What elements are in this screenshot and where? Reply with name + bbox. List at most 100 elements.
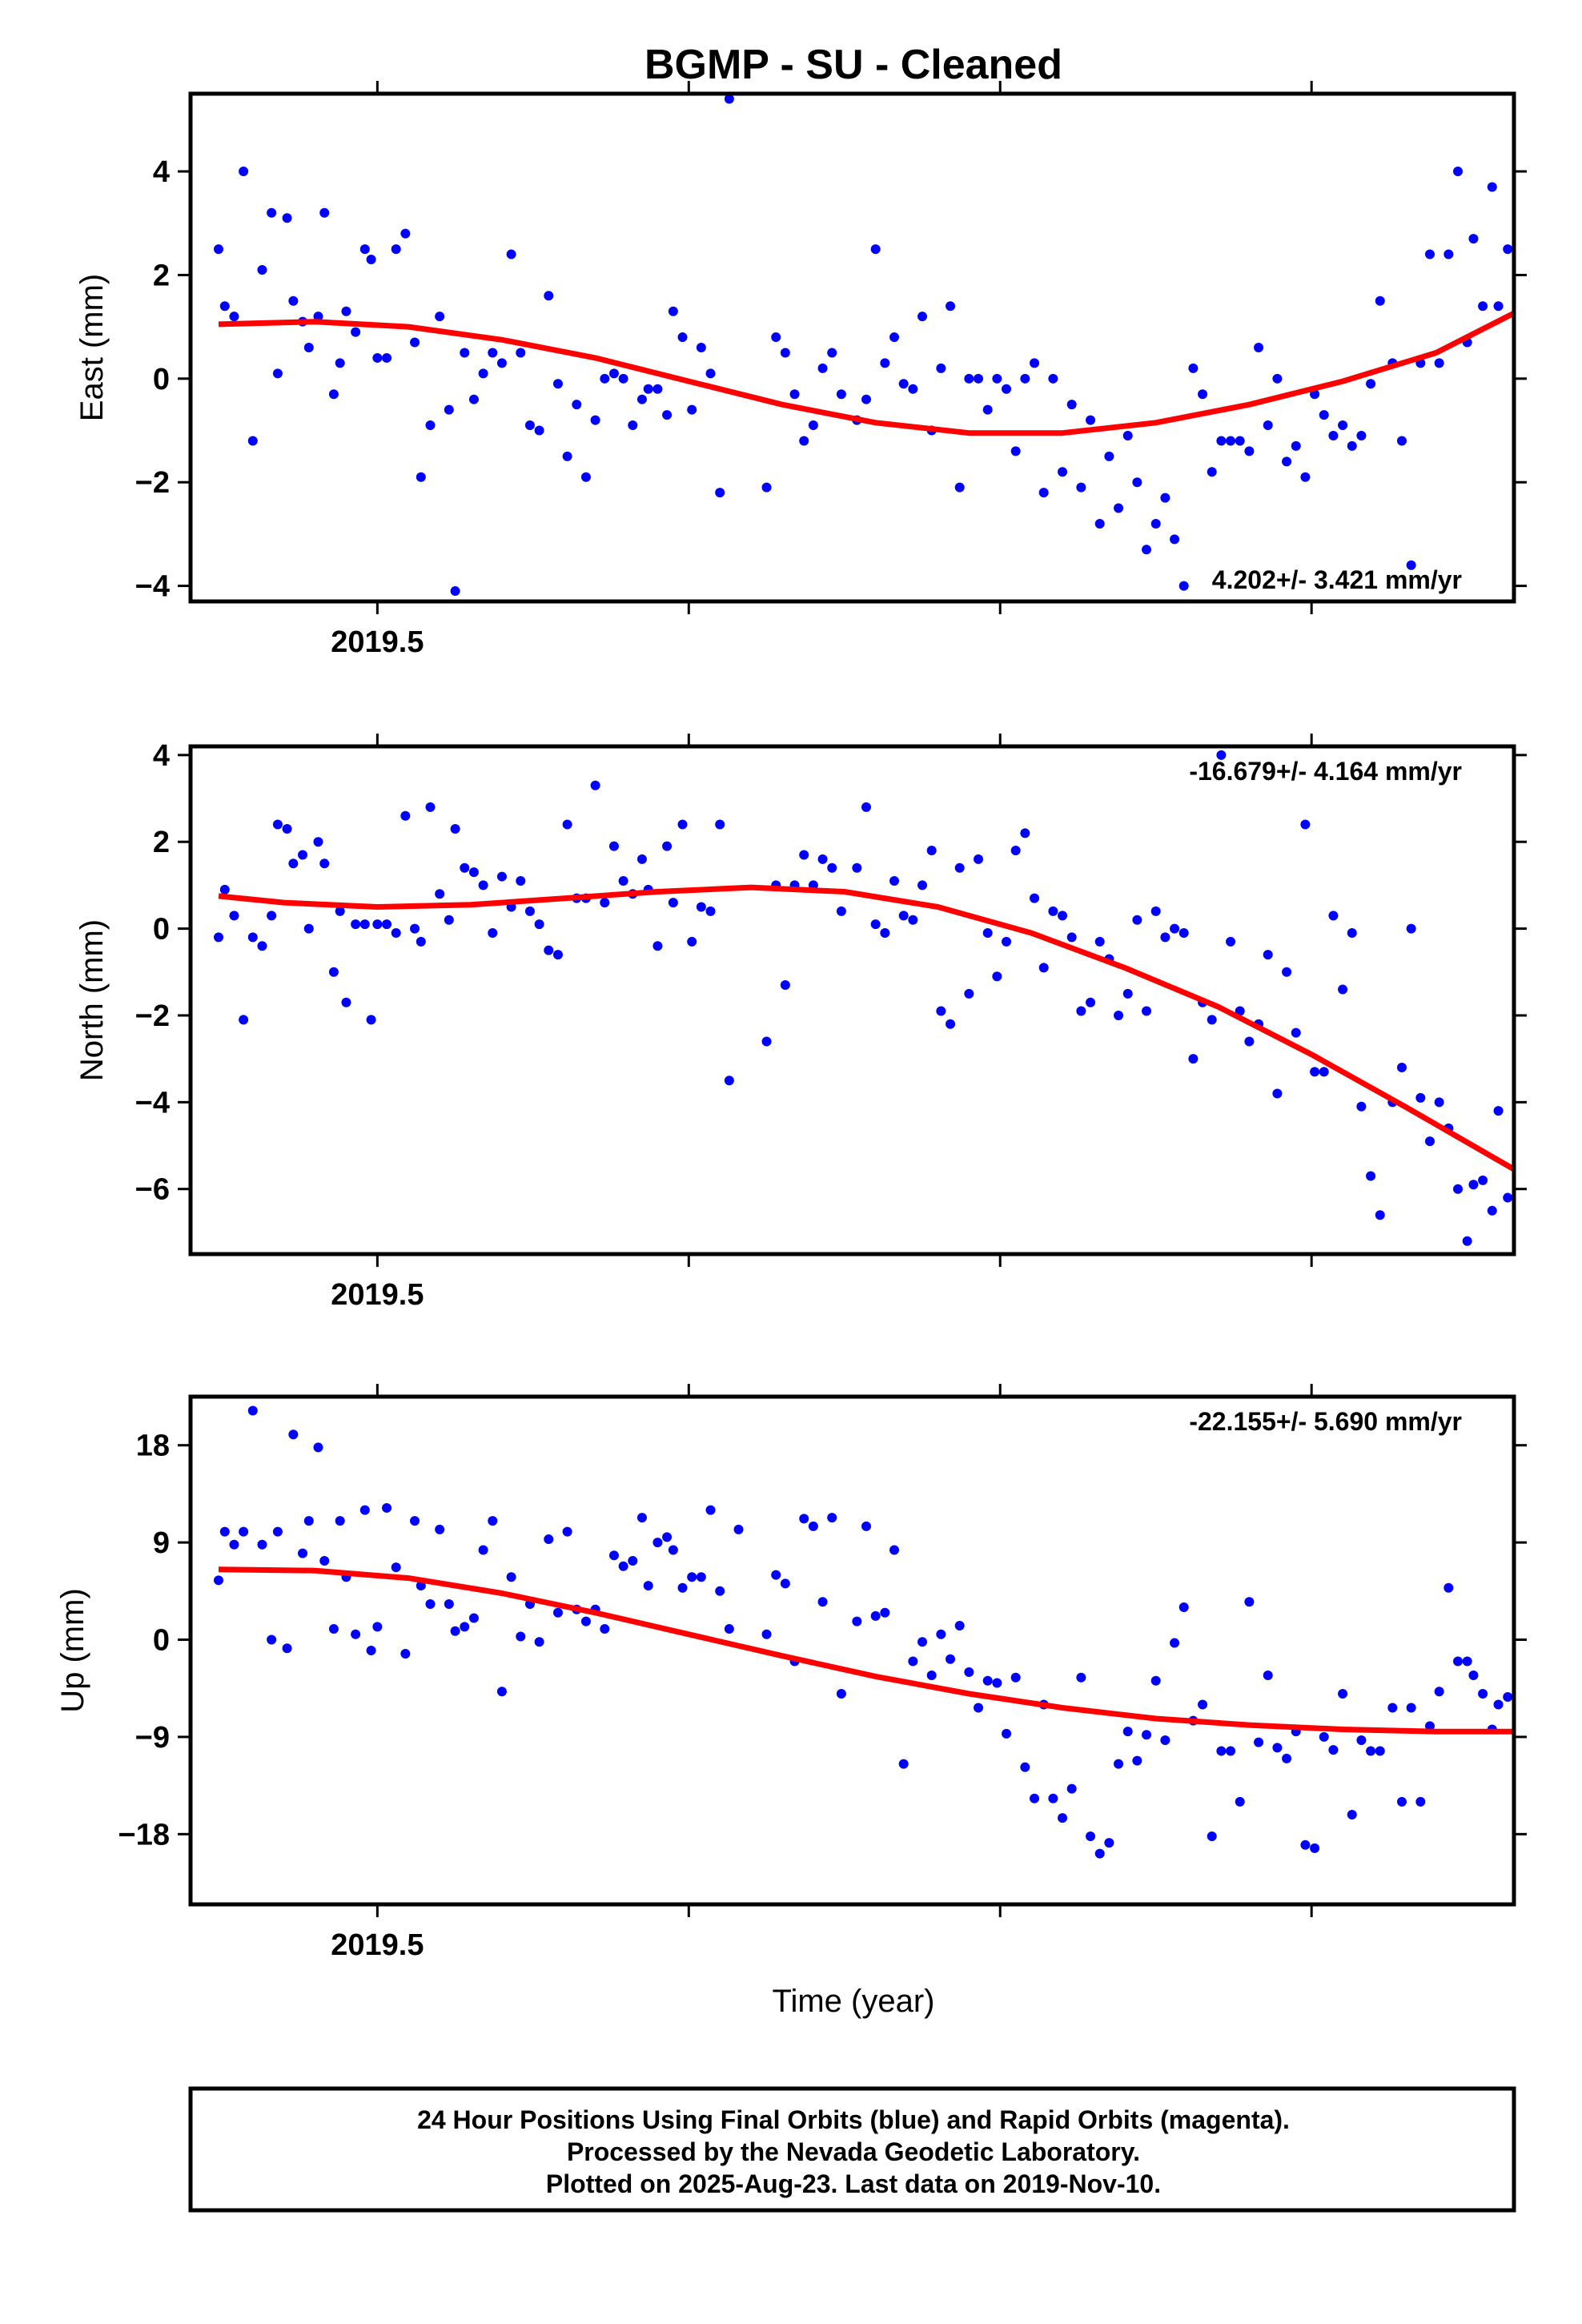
up-data-point <box>992 1678 1002 1688</box>
north-data-point <box>600 898 610 908</box>
north-data-point <box>460 862 470 873</box>
up-data-point <box>677 1582 688 1593</box>
up-data-point <box>1150 1675 1161 1686</box>
up-data-point <box>1356 1735 1367 1745</box>
east-data-point <box>1537 259 1547 269</box>
north-data-point <box>1282 967 1292 977</box>
up-data-point <box>1547 1702 1556 1711</box>
up-data-point <box>1468 1671 1479 1681</box>
up-data-point <box>1235 1796 1245 1807</box>
north-data-point <box>534 919 544 930</box>
east-y-tick-label: −2 <box>135 466 170 500</box>
east-data-point <box>836 389 846 400</box>
up-data-point <box>1443 1582 1454 1593</box>
east-data-point <box>761 482 772 493</box>
up-y-tick-label: 9 <box>153 1526 170 1560</box>
north-data-point <box>1415 1092 1426 1103</box>
up-x-tick-label: 2019.5 <box>331 1928 424 1962</box>
up-data-point <box>1452 1656 1463 1667</box>
north-data-point <box>319 858 330 869</box>
north-data-point <box>1406 923 1416 934</box>
up-data-point <box>460 1622 470 1632</box>
up-data-point <box>1178 1602 1189 1613</box>
north-data-point <box>992 971 1002 982</box>
east-data-point <box>1150 518 1161 529</box>
north-data-point <box>1160 932 1170 943</box>
up-data-point <box>780 1578 790 1589</box>
east-data-point <box>313 312 323 322</box>
east-data-point <box>1226 436 1236 446</box>
east-data-point <box>328 389 339 400</box>
north-data-point <box>974 854 984 864</box>
up-data-point <box>964 1667 974 1677</box>
east-data-point <box>861 394 872 404</box>
north-data-point <box>836 906 846 916</box>
east-data-point <box>1020 373 1030 384</box>
up-data-point <box>298 1548 308 1558</box>
east-data-point <box>889 332 900 343</box>
north-data-point <box>677 819 688 830</box>
up-data-point <box>506 1572 516 1582</box>
north-data-point <box>435 889 445 899</box>
up-data-point <box>303 1516 314 1526</box>
north-y-tick-label: −6 <box>135 1173 170 1207</box>
east-data-point <box>964 373 974 384</box>
east-data-point <box>677 332 688 343</box>
up-data-point <box>705 1505 716 1515</box>
north-data-point <box>799 850 809 860</box>
north-data-point <box>817 854 828 864</box>
up-data-point <box>1406 1703 1416 1713</box>
up-data-point <box>1415 1796 1426 1807</box>
east-data-point <box>1160 493 1170 503</box>
up-data-point <box>1434 1687 1444 1697</box>
up-data-point <box>534 1637 544 1647</box>
north-data-point <box>687 936 697 947</box>
north-data-point <box>239 1015 249 1025</box>
up-data-point <box>1207 1831 1217 1842</box>
north-data-point <box>303 923 314 934</box>
east-data-point <box>341 306 351 316</box>
north-data-point <box>1216 750 1227 760</box>
east-data-point <box>416 472 426 482</box>
east-y-tick-label: 2 <box>153 259 170 292</box>
up-y-tick-label: −9 <box>135 1721 170 1755</box>
east-data-point <box>1058 467 1068 477</box>
up-data-point <box>1310 1843 1320 1853</box>
east-data-point <box>789 389 800 400</box>
east-data-point <box>303 343 314 352</box>
up-data-point <box>1066 1783 1077 1794</box>
north-data-point <box>1263 950 1273 960</box>
east-data-point <box>1338 420 1348 431</box>
north-data-point <box>219 884 230 895</box>
up-data-point <box>478 1545 488 1555</box>
footer-line-3: Plotted on 2025-Aug-23. Last data on 201… <box>546 2169 1161 2198</box>
up-data-point <box>1462 1656 1472 1667</box>
east-data-point <box>1493 301 1504 312</box>
east-data-point <box>1522 296 1532 306</box>
east-y-axis-label: East (mm) <box>74 274 110 421</box>
up-data-point <box>1300 1839 1311 1850</box>
east-data-point <box>425 420 436 431</box>
up-data-point <box>435 1524 445 1534</box>
east-data-point <box>1198 389 1208 400</box>
north-data-point <box>1396 1062 1407 1072</box>
north-data-point <box>1142 1006 1152 1016</box>
up-data-point <box>1254 1737 1264 1747</box>
up-data-point <box>444 1598 454 1609</box>
north-data-point <box>1188 1054 1199 1064</box>
up-data-point <box>1338 1688 1348 1699</box>
up-data-point <box>817 1597 828 1607</box>
east-data-point <box>319 207 330 218</box>
north-data-point <box>298 850 308 860</box>
north-data-point <box>1132 915 1142 925</box>
north-data-point <box>410 923 420 934</box>
north-y-tick-label: 4 <box>153 739 170 773</box>
north-data-point <box>496 871 507 882</box>
north-data-point <box>1347 928 1357 939</box>
up-data-point <box>799 1514 809 1524</box>
north-data-point <box>1048 906 1058 916</box>
up-data-point <box>1058 1813 1068 1823</box>
north-data-point <box>1122 988 1133 999</box>
up-data-point <box>351 1629 361 1639</box>
up-data-point <box>1282 1753 1292 1763</box>
